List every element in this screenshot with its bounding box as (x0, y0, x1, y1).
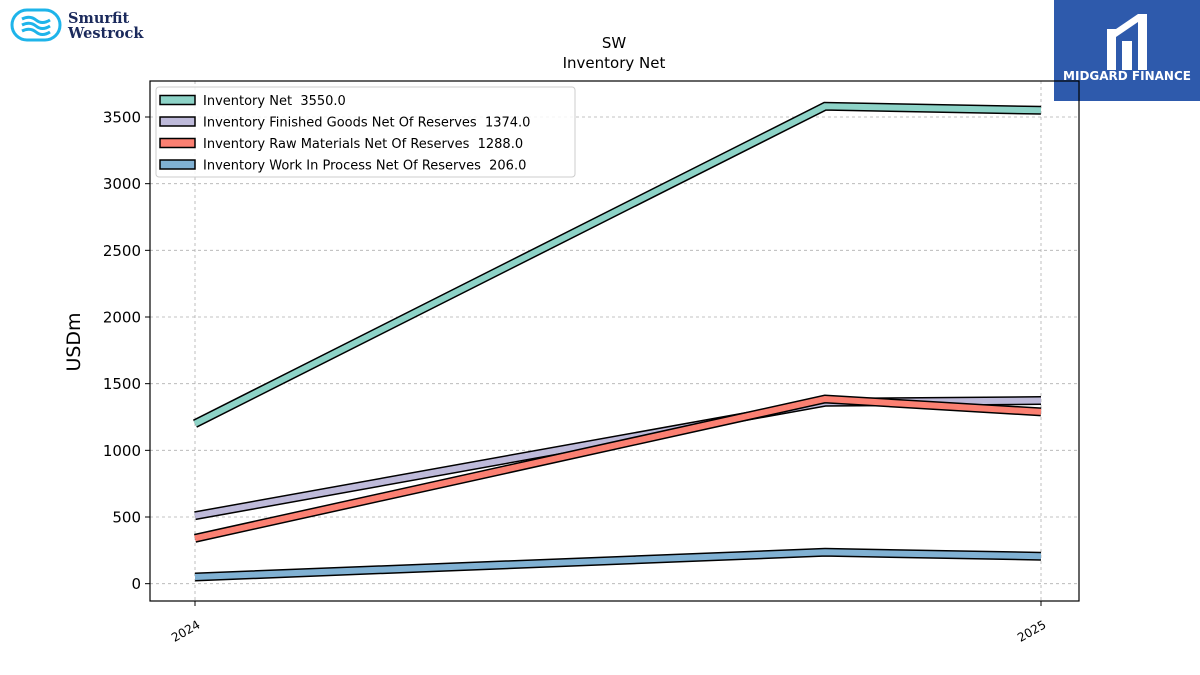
legend-label: Inventory Finished Goods Net Of Reserves (203, 116, 477, 131)
legend-swatch (159, 94, 196, 106)
legend-swatch (159, 116, 196, 127)
legend-swatch (159, 159, 196, 170)
y-tick-label: 500 (112, 509, 141, 527)
midgard-finance-logo: MIDGARD FINANCE (1054, 0, 1200, 101)
series-line-outline (194, 394, 1042, 543)
series-line (194, 395, 1042, 542)
legend-gap (477, 116, 485, 131)
legend-label: Inventory Raw Materials Net Of Reserves (203, 137, 470, 152)
y-tick-label: 2500 (103, 242, 141, 260)
plot-frame (149, 80, 1080, 602)
x-tick-label: 2025 (1015, 617, 1048, 644)
legend: Inventory Net 3550.0 Inventory Finished G… (155, 86, 576, 178)
logo-line-2: Westrock (68, 25, 144, 42)
y-tick-label: 3000 (103, 175, 141, 193)
smurfit-westrock-wordmark: Smurfit Westrock (68, 11, 143, 41)
legend-entry: Inventory Work In Process Net Of Reserve… (203, 159, 526, 174)
y-axis: 0 500 1000 1500 2000 2500 3000 3500 (103, 109, 150, 593)
y-axis-label: USDm (63, 312, 85, 371)
legend-entry: Inventory Raw Materials Net Of Reserves … (203, 137, 523, 152)
midgard-logo-icon (1107, 14, 1147, 70)
legend-entry: Inventory Finished Goods Net Of Reserves… (203, 116, 530, 131)
series-line (194, 397, 1042, 519)
y-tick-label: 1500 (103, 375, 141, 393)
y-tick-label: 0 (131, 575, 141, 593)
legend-value: 1374.0 (485, 116, 531, 131)
chart-title: SW (602, 34, 627, 52)
x-axis: 2024 2025 (169, 601, 1049, 645)
y-tick-label: 1000 (103, 442, 141, 460)
smurfit-westrock-logo: Smurfit Westrock (10, 8, 160, 48)
smurfit-westrock-logo-icon (10, 8, 62, 42)
logo-line-1: Smurfit (68, 10, 130, 27)
y-tick-label: 3500 (103, 109, 141, 127)
legend-value: 3550.0 (300, 94, 346, 109)
y-tick-label: 2000 (103, 309, 141, 327)
series-line (194, 549, 1042, 580)
series-line-outline (194, 396, 1042, 521)
legend-label: Inventory Net (203, 94, 292, 109)
chart-subtitle: Inventory Net (563, 54, 666, 72)
series-lines (192, 101, 1042, 582)
grid-lines (150, 81, 1079, 601)
legend-swatch (159, 137, 196, 149)
legend-gap (481, 159, 489, 174)
legend-value: 206.0 (489, 159, 526, 174)
x-tick-label: 2024 (169, 617, 202, 644)
legend-box (155, 86, 576, 178)
legend-gap (292, 94, 300, 109)
midgard-finance-text: MIDGARD FINANCE (1063, 69, 1191, 83)
legend-value: 1288.0 (478, 137, 524, 152)
legend-entry: Inventory Net 3550.0 (203, 94, 346, 109)
legend-gap (469, 137, 477, 152)
series-line (193, 103, 1042, 427)
legend-label: Inventory Work In Process Net Of Reserve… (203, 159, 481, 174)
